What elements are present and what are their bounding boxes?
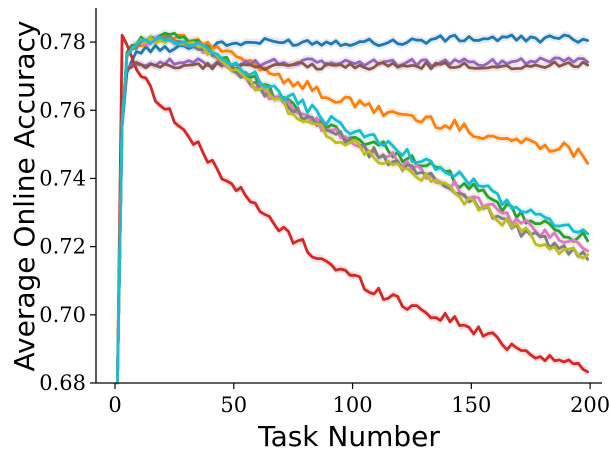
x-tick-label: 200	[570, 393, 610, 417]
axes	[95, 8, 602, 384]
series-line	[116, 60, 590, 385]
y-tick-label: 0.68	[39, 371, 86, 395]
y-tick-label: 0.78	[39, 30, 86, 54]
y-tick-label: 0.70	[39, 303, 86, 327]
y-ticks: 0.68 0.70 0.72 0.74 0.76 0.78	[39, 30, 96, 395]
series-band	[117, 33, 588, 383]
x-tick-label: 0	[108, 393, 121, 417]
y-tick-label: 0.72	[39, 235, 86, 259]
series-lines	[116, 31, 590, 385]
y-tick-label: 0.74	[39, 166, 86, 190]
x-tick-label: 50	[220, 393, 247, 417]
x-ticks: 0 50 100 150 200	[108, 383, 610, 417]
y-axis-label: Average Online Accuracy	[8, 21, 41, 372]
x-axis-label: Task Number	[257, 420, 440, 453]
series-line	[116, 56, 590, 385]
y-tick-label: 0.76	[39, 98, 86, 122]
series-line	[116, 35, 590, 385]
series-line	[116, 33, 590, 385]
x-tick-label: 100	[333, 393, 373, 417]
x-tick-label: 150	[451, 393, 491, 417]
